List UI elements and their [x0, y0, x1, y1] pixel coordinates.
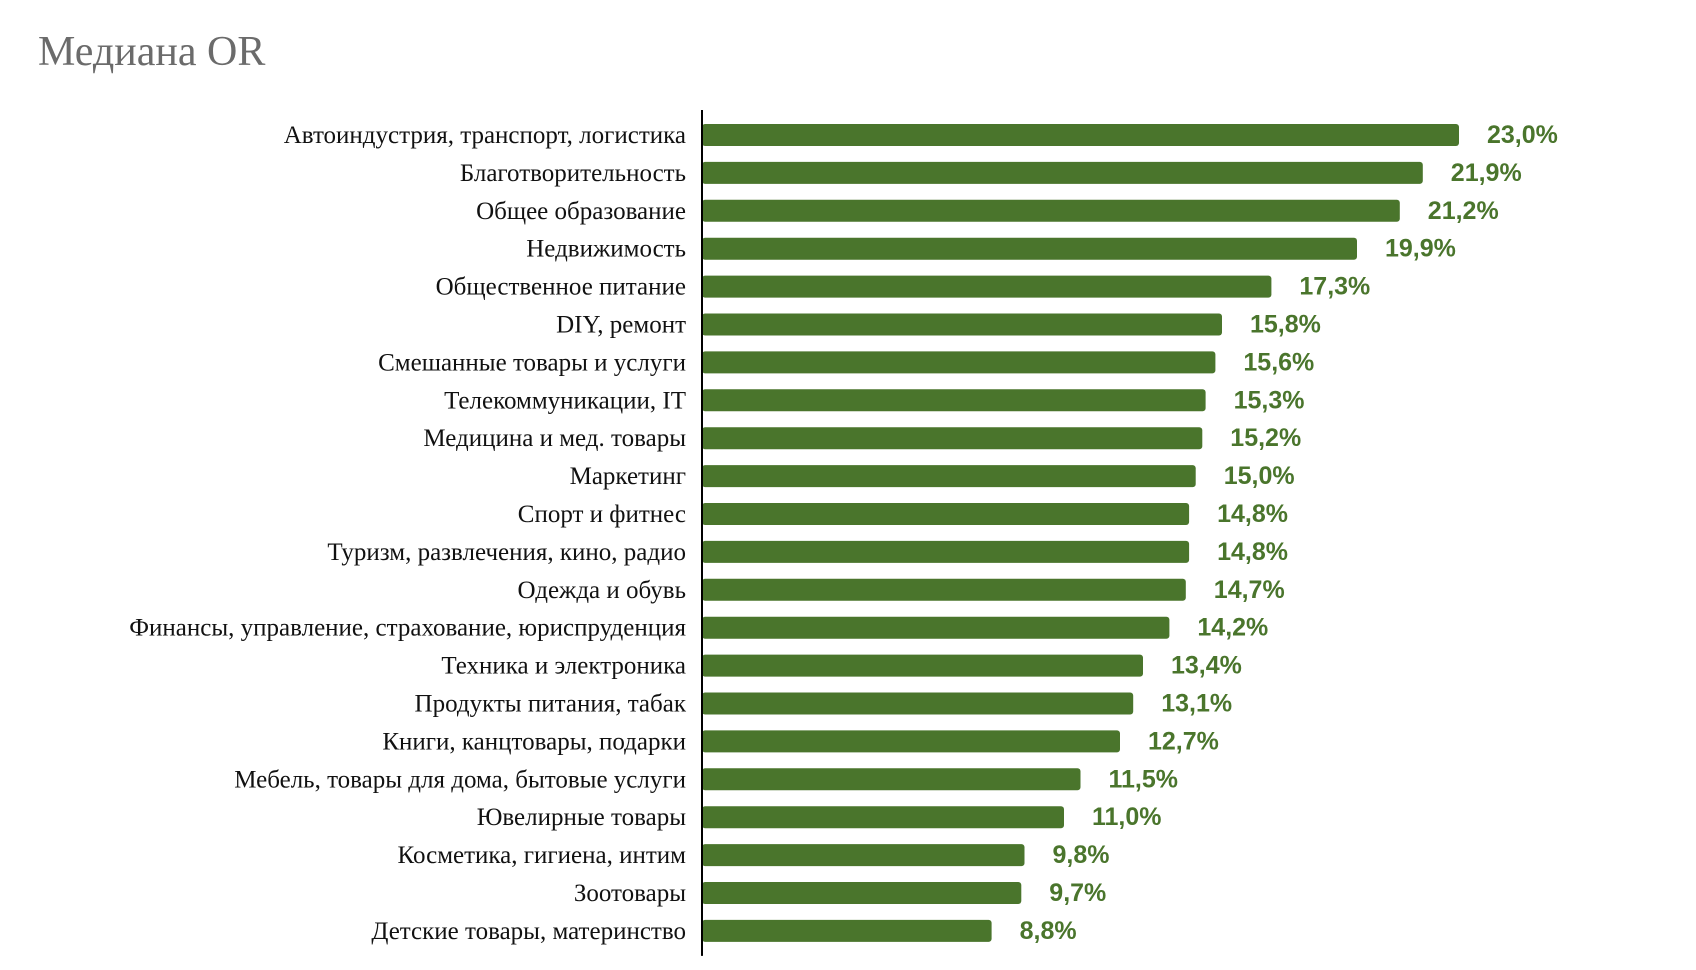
category-label: Одежда и обувь	[518, 577, 686, 604]
bar	[702, 199, 1400, 222]
bar	[702, 313, 1222, 336]
data-label: 13,4%	[1171, 652, 1242, 680]
category-label: Смешанные товары и услуги	[378, 349, 686, 376]
category-label: Спорт и фитнес	[518, 501, 686, 528]
data-label: 12,7%	[1148, 727, 1219, 755]
category-label: Книги, канцтовары, подарки	[382, 728, 686, 755]
bar-row: Телекоммуникации, IT 15,3%	[444, 386, 1304, 414]
data-label: 13,1%	[1161, 690, 1232, 718]
category-label: Медицина и мед. товары	[423, 425, 686, 452]
chart-title: Медиана OR	[38, 29, 266, 75]
data-label: 14,8%	[1217, 538, 1288, 566]
category-label: Общее образование	[476, 198, 686, 225]
data-label: 15,3%	[1234, 386, 1305, 414]
data-label: 19,9%	[1385, 235, 1456, 263]
category-label: Финансы, управление, страхование, юриспр…	[129, 615, 686, 642]
category-label: Благотворительность	[460, 160, 686, 187]
bar	[702, 124, 1459, 146]
bar-row: Автоиндустрия, транспорт, логистика 23,0%	[284, 121, 1558, 149]
category-label: Маркетинг	[570, 463, 686, 490]
data-label: 15,8%	[1250, 311, 1321, 339]
bar	[702, 806, 1064, 829]
bar-row: Техника и электроника 13,4%	[441, 652, 1242, 680]
bar	[702, 351, 1216, 374]
bar-row: Продукты питания, табак 13,1%	[415, 690, 1233, 718]
bar	[702, 275, 1272, 298]
bar-row: Смешанные товары и услуги 15,6%	[378, 348, 1314, 376]
category-label: Косметика, гигиена, интим	[398, 842, 687, 869]
data-label: 14,2%	[1197, 614, 1268, 642]
data-label: 11,5%	[1109, 765, 1179, 793]
category-label: Туризм, развлечения, кино, радио	[327, 539, 686, 566]
category-label: Ювелирные товары	[477, 804, 686, 831]
bar-row: Книги, канцтовары, подарки 12,7%	[382, 727, 1219, 755]
data-label: 21,2%	[1428, 197, 1499, 225]
bar	[702, 730, 1120, 753]
bar-row: Общее образование 21,2%	[476, 197, 1499, 225]
bar-row: Благотворительность 21,9%	[460, 159, 1522, 187]
bar	[702, 540, 1190, 563]
data-label: 15,0%	[1224, 462, 1295, 490]
bar	[702, 465, 1196, 488]
data-label: 17,3%	[1299, 273, 1370, 301]
bar-row: Общественное питание 17,3%	[436, 273, 1371, 301]
bar-row: Детские товары, материнство 8,8%	[371, 917, 1076, 945]
category-label: Автоиндустрия, транспорт, логистика	[284, 122, 686, 149]
bar-row: Одежда и обувь 14,7%	[518, 576, 1285, 604]
bar	[702, 844, 1025, 867]
bar-row: Косметика, гигиена, интим 9,8%	[398, 841, 1110, 869]
category-label: Телекоммуникации, IT	[444, 387, 686, 414]
bar	[702, 654, 1143, 677]
data-label: 8,8%	[1020, 917, 1077, 945]
data-label: 11,0%	[1092, 803, 1162, 831]
category-label: Техника и электроника	[441, 653, 686, 680]
bar	[702, 919, 992, 942]
bar-row: Маркетинг 15,0%	[570, 462, 1295, 490]
data-label: 14,7%	[1214, 576, 1285, 604]
category-label: Продукты питания, табак	[415, 691, 687, 718]
data-label: 9,8%	[1053, 841, 1110, 869]
bar-row: Мебель, товары для дома, бытовые услуги 1…	[234, 765, 1178, 793]
bar-row: Медицина и мед. товары 15,2%	[423, 424, 1301, 452]
category-label: Недвижимость	[526, 236, 686, 263]
bar-row: DIY, ремонт 15,8%	[556, 311, 1321, 339]
bar	[702, 882, 1022, 904]
data-label: 21,9%	[1451, 159, 1522, 187]
bar	[702, 616, 1170, 639]
bar-row: Спорт и фитнес 14,8%	[518, 500, 1288, 528]
bars-group: Автоиндустрия, транспорт, логистика 23,0%…	[129, 121, 1558, 945]
bar	[702, 692, 1134, 715]
category-label: DIY, ремонт	[556, 312, 686, 339]
data-label: 23,0%	[1487, 121, 1558, 149]
bar	[702, 503, 1190, 525]
bar-row: Туризм, развлечения, кино, радио 14,8%	[327, 538, 1288, 566]
bar-row: Ювелирные товары 11,0%	[477, 803, 1162, 831]
bar	[702, 161, 1423, 184]
category-label: Зоотовары	[574, 880, 686, 907]
bar-row: Зоотовары 9,7%	[574, 879, 1106, 907]
category-label: Детские товары, материнство	[371, 918, 686, 945]
data-label: 15,6%	[1243, 348, 1314, 376]
bar	[702, 578, 1186, 601]
bar	[702, 427, 1203, 450]
bar	[702, 237, 1357, 260]
data-label: 9,7%	[1049, 879, 1106, 907]
category-label: Мебель, товары для дома, бытовые услуги	[234, 766, 686, 793]
category-label: Общественное питание	[436, 274, 686, 301]
bar	[702, 768, 1081, 791]
bar-row: Финансы, управление, страхование, юриспр…	[129, 614, 1268, 642]
bar-row: Недвижимость 19,9%	[526, 235, 1456, 263]
bar	[702, 389, 1206, 412]
data-label: 15,2%	[1230, 424, 1301, 452]
data-label: 14,8%	[1217, 500, 1288, 528]
